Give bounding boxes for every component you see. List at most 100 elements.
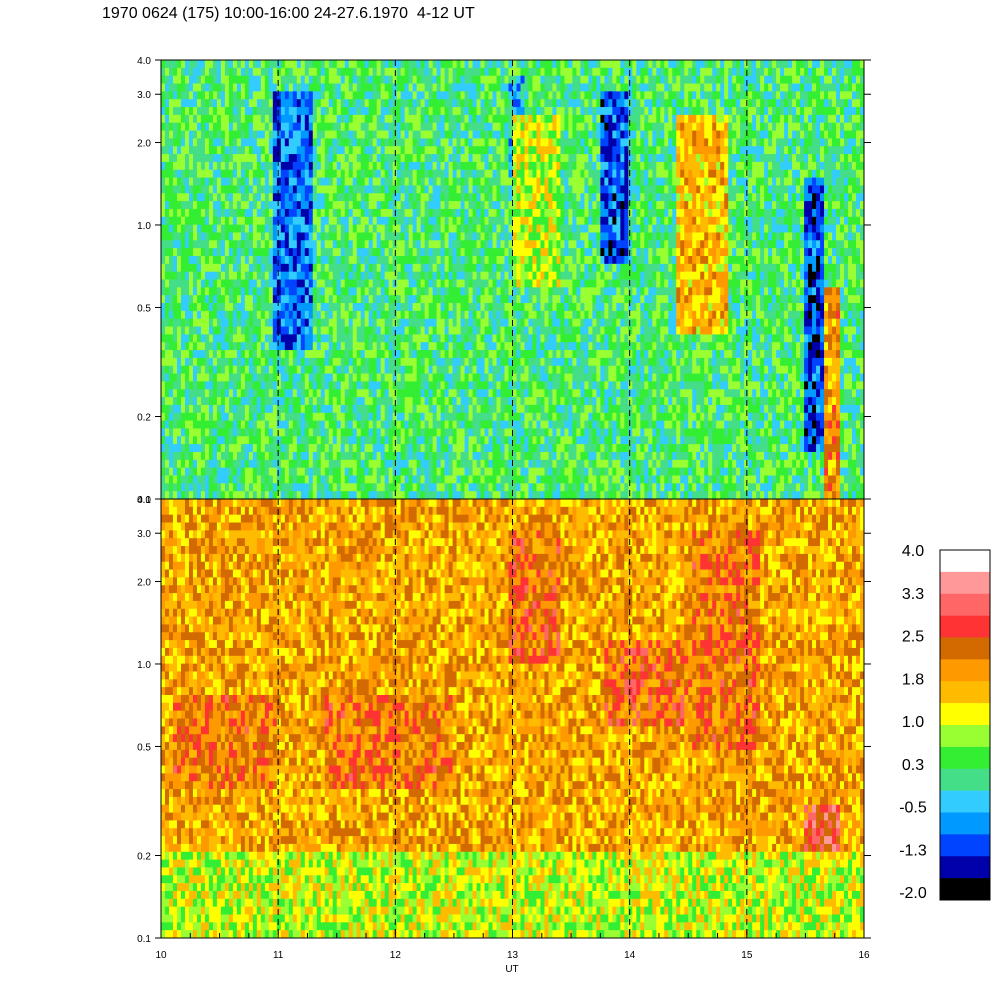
- heatmap-cell: [376, 99, 382, 108]
- heatmap-cell: [356, 389, 362, 398]
- heatmap-cell: [188, 67, 194, 77]
- heatmap-cell: [196, 287, 202, 296]
- heatmap-cell: [512, 483, 517, 492]
- heatmap-cell: [300, 201, 306, 210]
- heatmap-cell: [260, 271, 266, 280]
- heatmap-cell: [344, 67, 350, 77]
- heatmap-cell: [304, 483, 310, 492]
- heatmap-cell: [220, 216, 226, 226]
- heatmap-cell: [256, 483, 262, 492]
- heatmap-cell: [452, 483, 457, 492]
- heatmap-cell: [168, 169, 174, 178]
- heatmap-cell: [228, 169, 234, 178]
- heatmap-cell: [204, 224, 210, 233]
- heatmap-cell: [276, 318, 282, 327]
- heatmap-cell: [300, 193, 306, 202]
- heatmap-cell: [308, 161, 314, 171]
- heatmap-cell: [192, 428, 198, 437]
- heatmap-cell: [476, 350, 481, 359]
- heatmap-cell: [236, 122, 242, 131]
- heatmap-cell: [212, 295, 218, 304]
- heatmap-cell: [184, 193, 190, 202]
- heatmap-cell: [412, 389, 418, 398]
- heatmap-cell: [268, 389, 274, 398]
- heatmap-cell: [512, 75, 517, 84]
- heatmap-cell: [204, 216, 210, 226]
- heatmap-cell: [292, 169, 298, 178]
- heatmap-cell: [496, 444, 501, 453]
- heatmap-cell: [452, 279, 457, 288]
- heatmap-cell: [436, 412, 441, 422]
- heatmap-cell: [212, 67, 218, 77]
- heatmap-cell: [164, 428, 170, 437]
- heatmap-cell: [240, 467, 246, 476]
- heatmap-cell: [308, 91, 314, 100]
- heatmap-cell: [440, 279, 445, 288]
- heatmap-cell: [184, 318, 190, 327]
- heatmap-cell: [472, 99, 477, 108]
- heatmap-cell: [512, 263, 517, 273]
- heatmap-cell: [244, 185, 250, 194]
- heatmap-cell: [492, 444, 497, 453]
- heatmap-cell: [176, 436, 182, 445]
- heatmap-cell: [312, 75, 318, 84]
- heatmap-cell: [320, 216, 326, 226]
- heatmap-cell: [204, 303, 210, 312]
- heatmap-cell: [324, 271, 330, 280]
- heatmap-cell: [496, 208, 501, 218]
- heatmap-cell: [172, 169, 178, 178]
- heatmap-cell: [332, 444, 338, 453]
- heatmap-cell: [344, 334, 350, 343]
- heatmap-cell: [436, 444, 441, 453]
- heatmap-cell: [352, 475, 358, 484]
- heatmap-cell: [324, 83, 330, 92]
- heatmap-cell: [456, 240, 461, 249]
- heatmap-cell: [460, 255, 465, 265]
- heatmap-cell: [320, 357, 326, 367]
- heatmap-cell: [260, 99, 266, 108]
- heatmap-cell: [296, 459, 302, 469]
- heatmap-cell: [348, 263, 354, 273]
- heatmap-cell: [428, 357, 434, 367]
- heatmap-cell: [256, 99, 262, 108]
- heatmap-cell: [268, 451, 274, 461]
- heatmap-cell: [480, 169, 485, 178]
- heatmap-cell: [484, 397, 489, 406]
- heatmap-cell: [296, 326, 302, 335]
- heatmap-cell: [404, 467, 410, 476]
- heatmap-cell: [228, 271, 234, 280]
- heatmap-cell: [360, 412, 366, 422]
- heatmap-cell: [276, 60, 282, 69]
- heatmap-cell: [256, 428, 262, 437]
- heatmap-cell: [432, 154, 437, 163]
- heatmap-cell: [356, 420, 362, 429]
- heatmap-cell: [272, 169, 278, 178]
- heatmap-cell: [464, 114, 469, 124]
- heatmap-cell: [512, 216, 517, 226]
- heatmap-cell: [164, 193, 170, 202]
- heatmap-cell: [260, 83, 266, 92]
- heatmap-cell: [488, 483, 493, 492]
- heatmap-cell: [228, 263, 234, 273]
- heatmap-cell: [508, 295, 513, 304]
- heatmap-cell: [492, 373, 497, 382]
- heatmap-cell: [424, 436, 430, 445]
- heatmap-cell: [420, 303, 426, 312]
- heatmap-cell: [380, 224, 386, 233]
- heatmap-cell: [184, 373, 190, 382]
- heatmap-cell: [500, 208, 505, 218]
- heatmap-cell: [440, 60, 445, 69]
- heatmap-cell: [172, 240, 178, 249]
- heatmap-cell: [388, 75, 394, 84]
- heatmap-cell: [488, 459, 493, 469]
- heatmap-cell: [248, 99, 254, 108]
- heatmap-cell: [348, 248, 354, 257]
- heatmap-cell: [296, 381, 302, 390]
- heatmap-cell: [308, 224, 314, 233]
- heatmap-cell: [352, 232, 358, 241]
- heatmap-cell: [328, 60, 334, 69]
- heatmap-cell: [228, 365, 234, 374]
- heatmap-cell: [352, 467, 358, 476]
- heatmap-cell: [444, 475, 449, 484]
- heatmap-cell: [340, 389, 346, 398]
